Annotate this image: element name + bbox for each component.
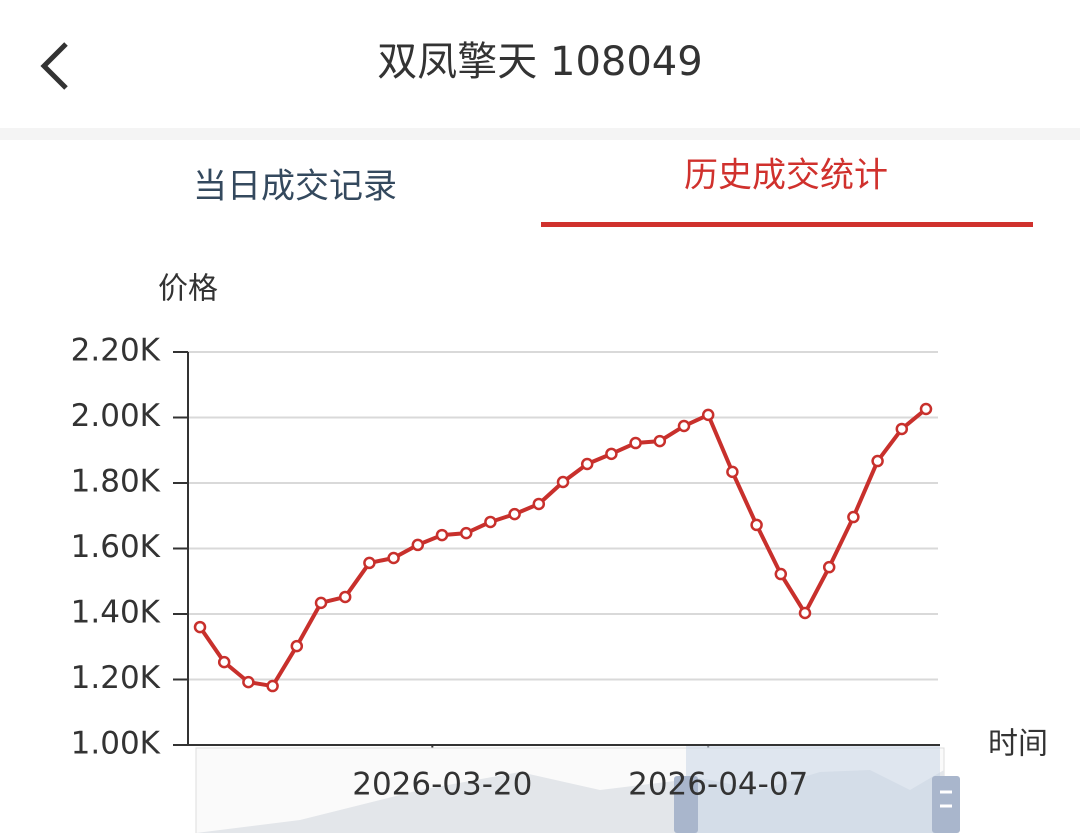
price-point xyxy=(605,447,618,461)
price-point xyxy=(314,596,328,610)
price-point xyxy=(387,551,400,565)
price-point xyxy=(290,639,304,653)
y-tick-label: 1.40K xyxy=(71,595,161,631)
price-point xyxy=(217,655,231,669)
price-point xyxy=(798,606,812,620)
y-tick-label: 1.20K xyxy=(71,660,161,696)
y-tick-label: 1.60K xyxy=(71,529,161,565)
price-point xyxy=(459,526,473,540)
tab[interactable]: 当日成交记录 xyxy=(193,167,397,207)
price-point xyxy=(701,408,715,422)
price-point xyxy=(919,402,933,416)
back-button[interactable] xyxy=(40,42,68,90)
price-point xyxy=(556,475,570,489)
price-point xyxy=(580,457,594,471)
price-point xyxy=(629,436,642,450)
x-tick-label: 2026-03-20 xyxy=(352,767,532,803)
page-title: 双凤擎天 108049 xyxy=(377,39,702,85)
price-point xyxy=(871,454,884,468)
price-point xyxy=(677,419,691,433)
slider-window[interactable] xyxy=(686,746,940,833)
price-point xyxy=(363,556,376,570)
price-point xyxy=(266,679,279,693)
price-point xyxy=(193,620,207,634)
price-point xyxy=(338,590,352,604)
price-point xyxy=(774,567,788,581)
price-point xyxy=(411,538,425,552)
divider xyxy=(0,128,1080,140)
price-point xyxy=(532,497,546,511)
price-point xyxy=(435,528,449,542)
price-point xyxy=(484,515,497,529)
tab-active[interactable]: 历史成交统计 xyxy=(684,156,888,196)
x-axis-label: 时间 xyxy=(988,727,1048,762)
zoom-slider[interactable] xyxy=(195,746,960,833)
y-axis-label: 价格 xyxy=(158,272,218,307)
price-point xyxy=(847,510,860,524)
price-point xyxy=(508,507,521,521)
price-point xyxy=(242,675,255,689)
price-point xyxy=(822,560,836,574)
y-tick-label: 1.80K xyxy=(71,464,161,500)
price-point xyxy=(895,422,909,436)
y-tick-label: 2.00K xyxy=(71,398,161,434)
x-tick-label: 2026-04-07 xyxy=(628,767,808,803)
price-point xyxy=(750,518,763,532)
slider-handle[interactable] xyxy=(674,776,698,833)
y-tick-label: 2.20K xyxy=(71,333,161,369)
price-point xyxy=(726,465,739,479)
price-point xyxy=(653,434,667,448)
tab-underline xyxy=(541,222,1033,227)
y-tick-label: 1.00K xyxy=(71,726,161,762)
